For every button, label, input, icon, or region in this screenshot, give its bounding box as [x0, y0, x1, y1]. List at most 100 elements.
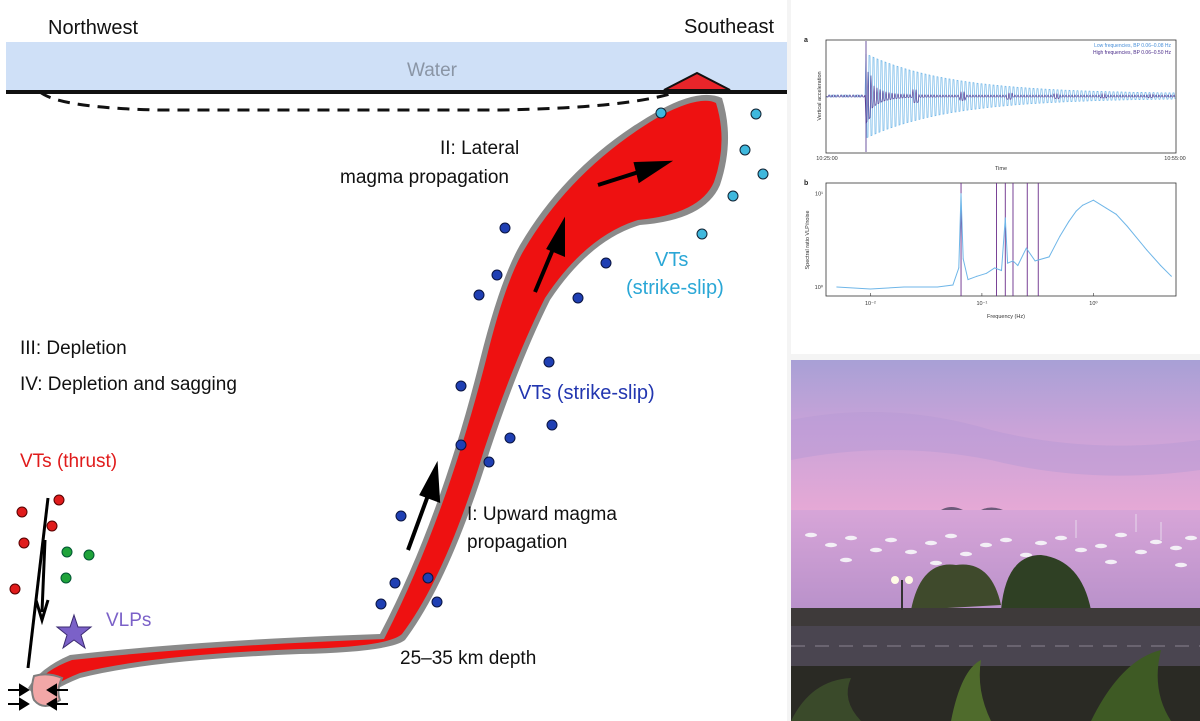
boat [1075, 547, 1087, 553]
thrust-fault [26, 497, 50, 669]
upward-propagation-label-line1: I: Upward magma [467, 504, 617, 525]
water-layer [6, 42, 787, 92]
depletion-label: III: Depletion [20, 338, 127, 359]
panel-b-label: b [804, 180, 808, 187]
spectral-point [1082, 204, 1084, 206]
vt-dot [696, 228, 708, 240]
panel-a-ylabel: Vertical acceleration [817, 71, 823, 120]
spectral-point [1068, 221, 1070, 223]
seafloor-sag-dashed-line [39, 90, 671, 112]
panel-a-legend-low: Low frequencies, BP 0.06–0.08 Hz [1094, 43, 1171, 49]
boat [1020, 552, 1032, 558]
boat [870, 547, 882, 553]
boat [1170, 545, 1182, 551]
boat [980, 542, 992, 548]
spectral-point [1025, 247, 1027, 249]
vt-dot [46, 520, 58, 532]
spectral-point [1146, 249, 1148, 251]
spectral-ratio-series [836, 193, 1172, 290]
distant-island [981, 507, 1003, 510]
vt-dot [655, 107, 667, 119]
vt-dot [422, 572, 434, 584]
spectral-point [937, 286, 938, 288]
vt-dot [53, 494, 65, 506]
depletion-sagging-label: IV: Depletion and sagging [20, 374, 237, 395]
vt-dot [16, 506, 28, 518]
vt-dot [491, 269, 503, 281]
seafloor-volcano [663, 71, 731, 91]
boat [1035, 540, 1047, 546]
y-tick-label: 10¹ [815, 192, 823, 198]
magma-cross-section-diagram: Water Northwest Southeast [0, 0, 787, 721]
tree [1001, 555, 1091, 610]
boat [930, 560, 942, 566]
southeast-label: Southeast [684, 16, 775, 38]
boat [905, 549, 917, 555]
vt-dot [455, 439, 467, 451]
spectral-point [1075, 210, 1077, 212]
magma-arrows [406, 160, 674, 551]
bay-photo-svg [791, 360, 1200, 721]
compression-arrows [8, 683, 68, 711]
boat [925, 540, 937, 546]
vt-dot [483, 456, 495, 468]
spectral-point [1017, 265, 1019, 266]
vt-dot [750, 108, 762, 120]
upward-arrow-2-head [546, 216, 565, 258]
boat [840, 557, 852, 563]
high-frequency-trace [826, 71, 1176, 124]
vt-strike-slip-cyan-dots [655, 107, 769, 240]
fault-motion-arrowhead [34, 599, 50, 626]
seawall [791, 608, 1200, 626]
water-label: Water [407, 60, 458, 81]
spectral-point [962, 258, 964, 260]
seismic-chart-panel: a Vertical acceleration Time 10:25:00 10… [791, 0, 1200, 354]
fault-motion-line [40, 539, 47, 613]
boat [1000, 537, 1012, 543]
vt-dot [504, 432, 516, 444]
panel-b-ticks: 10⁻² 10⁻¹ 10⁰ 10¹ 10⁰ [815, 192, 1099, 307]
boat [845, 535, 857, 541]
panel-a-xlabel: Time [995, 166, 1007, 172]
spectral-point [903, 286, 905, 288]
spectral-point [967, 279, 969, 281]
cloud-band [791, 412, 1200, 476]
spectral-point [958, 267, 960, 269]
panel-a-frame [825, 39, 1177, 154]
fault-line [26, 497, 50, 669]
boat [1055, 535, 1067, 541]
vt-dot [739, 144, 751, 156]
spectral-point [1105, 207, 1107, 209]
vt-dot [757, 168, 769, 180]
spectral-point [1004, 217, 1006, 219]
compression-arrowhead [46, 697, 57, 711]
high-frequency-waveform [826, 41, 1176, 152]
boat [960, 551, 972, 557]
upward-arrow-head [419, 460, 441, 503]
spectral-point [986, 272, 987, 274]
foreground-plant [951, 660, 991, 721]
street-lamp [891, 576, 913, 610]
panel-a-label: a [804, 37, 808, 44]
vlp-star-icon [55, 613, 93, 650]
spectral-point [1048, 256, 1050, 258]
spectral-point [1126, 225, 1128, 227]
vts-cyan-label-line2: (strike-slip) [626, 277, 724, 299]
compression-arrowhead [46, 683, 57, 697]
vt-dot [543, 356, 555, 368]
boat [805, 532, 817, 538]
panel-b-ylabel: Spectral ratio VLP/noise [805, 210, 811, 269]
vt-dot [727, 190, 739, 202]
spectral-ratio-line [836, 193, 1172, 290]
spectral-point [1034, 260, 1036, 262]
boat [825, 542, 837, 548]
spectral-point [960, 193, 962, 195]
vt-strike-slip-blue-dots [375, 222, 612, 610]
lateral-propagation-label-line1: II: Lateral [440, 138, 519, 159]
seismic-charts-svg: a Vertical acceleration Time 10:25:00 10… [804, 37, 1186, 320]
vt-dot [395, 510, 407, 522]
tree [911, 564, 1001, 610]
compression-arrowhead [19, 683, 30, 697]
green-dot [83, 549, 95, 561]
compression-arrowhead [19, 697, 30, 711]
